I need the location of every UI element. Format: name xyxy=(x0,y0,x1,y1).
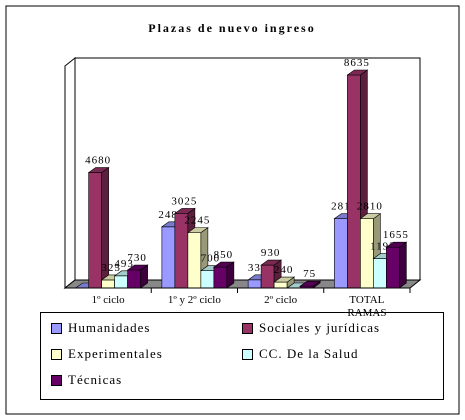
bar-front xyxy=(88,172,102,289)
bar-front xyxy=(347,74,361,289)
bar-front xyxy=(213,266,228,289)
data-label: 75 xyxy=(303,268,316,280)
bar-front xyxy=(247,279,262,289)
legend-label: Experimentales xyxy=(68,346,163,361)
bar-top xyxy=(212,261,235,268)
bar xyxy=(212,261,235,289)
bar-top xyxy=(385,241,408,248)
bar xyxy=(260,259,283,289)
data-label: 3025 xyxy=(171,195,197,207)
data-label: 325 xyxy=(101,262,121,274)
legend-label: Humanidades xyxy=(68,320,151,335)
legend-label: Sociales y jurídicas xyxy=(259,320,381,335)
data-label: 2245 xyxy=(184,215,210,227)
data-label: 730 xyxy=(127,252,147,264)
bar-top xyxy=(87,167,110,173)
data-label: 930 xyxy=(261,247,281,259)
data-label: 8635 xyxy=(344,57,370,69)
legend-swatch xyxy=(51,322,62,334)
bar-front xyxy=(273,281,288,289)
bar-front xyxy=(373,258,387,289)
legend-item: Experimentales xyxy=(51,343,242,365)
bar-top xyxy=(359,213,382,219)
bar-front xyxy=(260,264,275,289)
bar-front xyxy=(360,218,374,289)
legend-label: CC. De la Salud xyxy=(259,346,359,361)
legend-label: Técnicas xyxy=(68,372,123,387)
bar-front xyxy=(127,269,141,289)
data-label: 240 xyxy=(274,264,294,276)
frame xyxy=(5,5,460,415)
data-label: 2810 xyxy=(357,201,383,213)
bar-side xyxy=(399,241,407,289)
bar-front xyxy=(200,270,215,289)
bar-front xyxy=(386,246,400,289)
legend-swatch xyxy=(51,348,62,360)
data-label: 850 xyxy=(214,249,234,261)
legend-item: Sociales y jurídicas xyxy=(242,317,433,339)
bar-front xyxy=(161,226,176,289)
chart-title: Plazas de nuevo ingreso xyxy=(148,21,315,35)
x-tick-label: 1º ciclo xyxy=(91,294,125,306)
legend-item: Humanidades xyxy=(51,317,242,339)
x-tick-label: TOTAL RAMAS xyxy=(347,294,387,319)
x-tick-label: 1º y 2º ciclo xyxy=(167,294,221,306)
data-label: 1655 xyxy=(383,229,409,241)
legend: Humanidades Sociales y jurídicas Experimen… xyxy=(40,312,444,400)
bar-front xyxy=(114,275,128,289)
bar-top xyxy=(186,227,209,233)
x-tick-label: 2º ciclo xyxy=(264,294,298,306)
bar xyxy=(126,264,149,289)
bar-top xyxy=(299,280,322,287)
legend-swatch xyxy=(242,348,253,360)
legend-swatch xyxy=(242,322,253,334)
legend-item: CC. De la Salud xyxy=(242,343,433,365)
bar-top xyxy=(173,208,196,214)
legend-item: Técnicas xyxy=(51,369,242,391)
bar-top xyxy=(346,69,369,76)
side-wall xyxy=(64,56,76,290)
data-label: 493 xyxy=(114,258,134,270)
bar xyxy=(385,241,408,289)
data-label: 4680 xyxy=(85,155,111,167)
bar-front xyxy=(187,232,202,289)
bar-front xyxy=(334,218,348,289)
legend-swatch xyxy=(51,374,62,386)
data-label: 700 xyxy=(201,253,221,265)
bar-top xyxy=(260,259,283,266)
bar-front xyxy=(101,279,115,289)
bar-top xyxy=(126,264,149,271)
bar-top xyxy=(273,276,296,283)
